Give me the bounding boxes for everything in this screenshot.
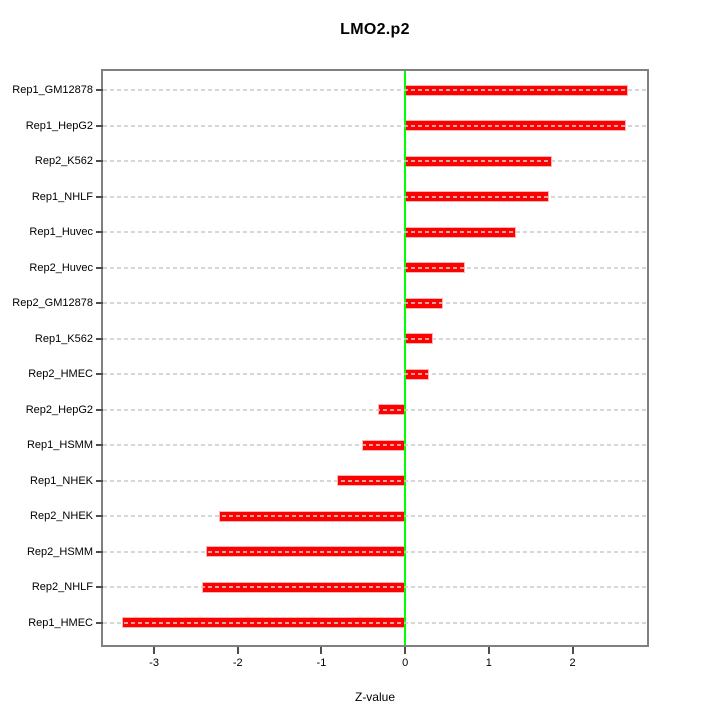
y-tick xyxy=(96,195,103,198)
y-tick xyxy=(96,302,103,305)
gridline xyxy=(103,160,647,163)
gridline xyxy=(103,586,647,589)
chart-title: LMO2.p2 xyxy=(340,21,410,38)
x-tick-label: -3 xyxy=(149,657,159,669)
x-tick-label: -1 xyxy=(316,657,327,669)
gridline xyxy=(103,408,647,411)
y-tick xyxy=(96,621,103,624)
gridline xyxy=(103,373,647,376)
y-axis-category-label: Rep2_NHLF xyxy=(31,581,93,594)
plot-area xyxy=(101,69,649,647)
y-tick xyxy=(96,124,103,127)
x-axis-label: Z-value xyxy=(354,690,395,704)
gridline xyxy=(103,89,647,91)
y-axis-category-label: Rep2_HMEC xyxy=(28,368,93,381)
gridline xyxy=(103,266,647,269)
gridline xyxy=(103,479,647,482)
x-tick-label: -2 xyxy=(232,657,243,669)
y-axis-category-label: Rep2_HepG2 xyxy=(25,403,93,416)
y-tick xyxy=(96,373,103,376)
y-axis-category-label: Rep1_HMEC xyxy=(28,616,93,629)
y-tick xyxy=(96,550,103,553)
x-tick xyxy=(404,647,407,654)
x-tick-label: 1 xyxy=(485,657,492,669)
x-tick-label: 0 xyxy=(402,657,409,669)
y-tick xyxy=(96,337,103,340)
y-tick xyxy=(96,231,103,234)
x-tick xyxy=(153,647,156,654)
y-axis-category-label: Rep1_NHEK xyxy=(30,474,93,487)
y-tick xyxy=(96,586,103,589)
y-tick xyxy=(96,160,103,163)
y-axis-category-label: Rep1_HSMM xyxy=(26,439,93,452)
y-axis-category-label: Rep2_K562 xyxy=(34,155,93,168)
gridline xyxy=(103,444,647,447)
gridline xyxy=(103,337,647,340)
y-axis-category-label: Rep2_GM12878 xyxy=(12,297,93,310)
gridline xyxy=(103,515,647,518)
x-tick xyxy=(320,647,323,654)
y-axis-category-label: Rep2_NHEK xyxy=(30,510,93,523)
gridline xyxy=(103,302,647,305)
y-tick xyxy=(96,515,103,518)
x-tick-label: 2 xyxy=(569,657,576,669)
gridline xyxy=(103,550,647,553)
y-axis-category-label: Rep2_Huvec xyxy=(29,261,93,274)
y-axis-category-label: Rep1_NHLF xyxy=(31,190,93,203)
y-tick xyxy=(96,408,103,411)
y-axis-category-label: Rep2_HSMM xyxy=(26,545,93,558)
y-tick xyxy=(96,266,103,269)
gridline xyxy=(103,231,647,234)
y-tick xyxy=(96,479,103,482)
zero-reference-line xyxy=(404,71,407,645)
y-axis-category-label: Rep1_K562 xyxy=(34,332,93,345)
gridline xyxy=(103,621,647,624)
y-axis-category-label: Rep1_HepG2 xyxy=(25,119,93,132)
x-tick xyxy=(236,647,239,654)
gridline xyxy=(103,195,647,198)
x-tick xyxy=(571,647,574,654)
y-axis-category-label: Rep1_Huvec xyxy=(29,226,93,239)
y-tick xyxy=(96,89,103,91)
y-tick xyxy=(96,444,103,447)
gridline xyxy=(103,124,647,127)
y-axis-category-label: Rep1_GM12878 xyxy=(12,84,93,96)
x-tick xyxy=(487,647,490,654)
